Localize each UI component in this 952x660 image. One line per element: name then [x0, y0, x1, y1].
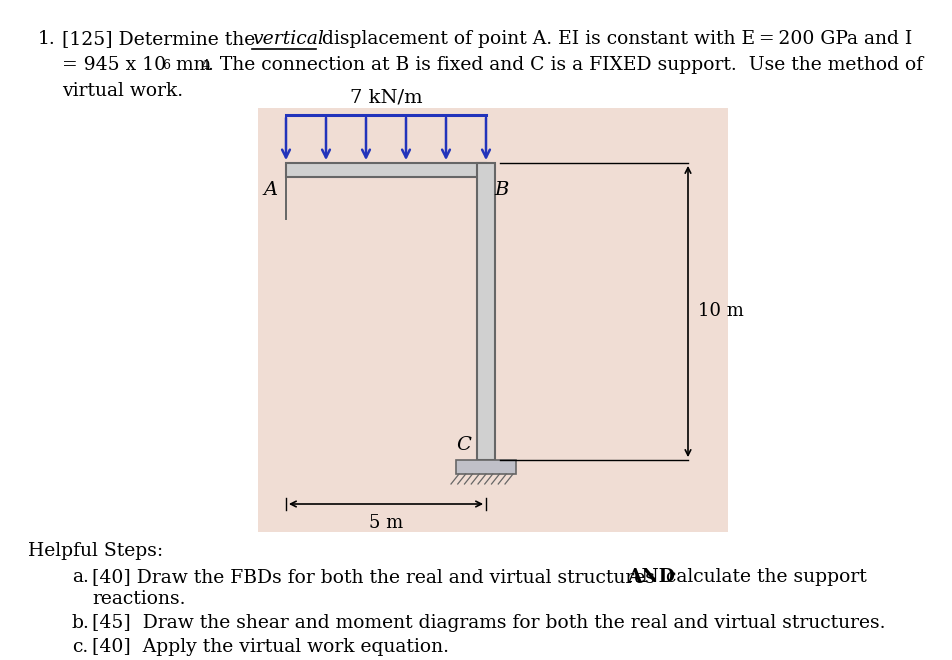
- Text: = 945 x 10: = 945 x 10: [62, 56, 166, 74]
- Text: b.: b.: [72, 614, 89, 632]
- Text: 6: 6: [162, 59, 169, 72]
- Bar: [477, 163, 494, 460]
- Text: [40] Draw the FBDs for both the real and virtual structures: [40] Draw the FBDs for both the real and…: [92, 568, 660, 586]
- Text: virtual work.: virtual work.: [62, 82, 183, 100]
- Bar: [286, 163, 486, 177]
- Text: B: B: [493, 181, 507, 199]
- Text: [125] Determine the: [125] Determine the: [62, 30, 261, 48]
- Text: 4: 4: [202, 59, 209, 72]
- Text: C: C: [456, 436, 470, 454]
- Text: displacement of point A. EI is constant with E = 200 GPa and I: displacement of point A. EI is constant …: [316, 30, 911, 48]
- Text: calculate the support: calculate the support: [660, 568, 865, 586]
- Text: AND: AND: [626, 568, 674, 586]
- Text: mm: mm: [169, 56, 211, 74]
- Text: Helpful Steps:: Helpful Steps:: [28, 542, 163, 560]
- Text: vertical: vertical: [251, 30, 324, 48]
- Text: . The connection at B is fixed and C is a FIXED support.  Use the method of: . The connection at B is fixed and C is …: [208, 56, 922, 74]
- Text: 5 m: 5 m: [368, 514, 403, 532]
- Text: a.: a.: [72, 568, 89, 586]
- Text: reactions.: reactions.: [92, 590, 186, 608]
- Bar: [455, 460, 515, 474]
- Text: A: A: [264, 181, 278, 199]
- Text: 10 m: 10 m: [697, 302, 744, 321]
- Bar: [258, 108, 727, 532]
- Text: [40]  Apply the virtual work equation.: [40] Apply the virtual work equation.: [92, 638, 448, 656]
- Text: c.: c.: [72, 638, 89, 656]
- Text: 1.: 1.: [38, 30, 55, 48]
- Text: [45]  Draw the shear and moment diagrams for both the real and virtual structure: [45] Draw the shear and moment diagrams …: [92, 614, 884, 632]
- Text: 7 kN/m: 7 kN/m: [349, 89, 422, 107]
